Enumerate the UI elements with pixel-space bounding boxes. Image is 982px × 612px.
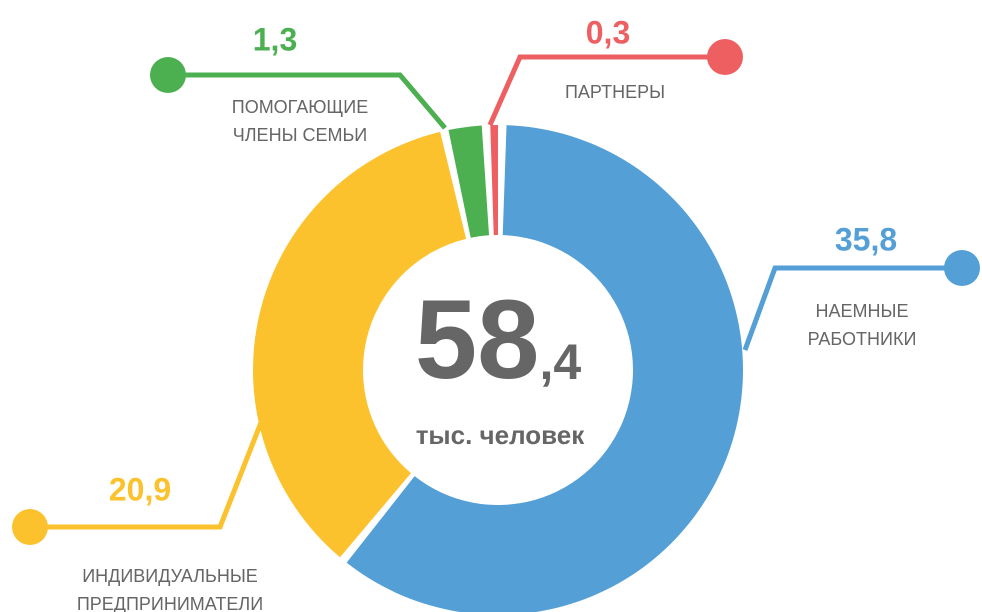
callout-line <box>168 72 447 130</box>
value-label: 0,3 <box>586 14 630 50</box>
value-label: 35,8 <box>835 221 897 257</box>
category-label: ПАРТНЕРЫ <box>565 82 665 102</box>
donut-segment <box>448 125 490 238</box>
callout-dot <box>944 250 980 286</box>
callout-line <box>30 419 265 530</box>
category-label-line: НАЕМНЫЕ <box>816 301 909 321</box>
donut-segment <box>252 131 467 558</box>
donut-segment <box>490 125 498 236</box>
callout-dot <box>707 39 743 75</box>
value-label: 20,9 <box>109 471 171 507</box>
center-total-main: 58 <box>415 277 540 402</box>
center-subtitle: тыс. человек <box>416 420 586 450</box>
callout-line <box>487 54 725 127</box>
category-label: ПОМОГАЮЩИЕ ЧЛЕНЫ СЕМЬИ <box>232 97 369 145</box>
donut-segment <box>346 125 743 612</box>
category-label-line: ЧЛЕНЫ СЕМЬИ <box>233 125 368 145</box>
center-total-fraction: ,4 <box>539 334 581 390</box>
category-label-line: РАБОТНИКИ <box>808 329 917 349</box>
category-label-line: ПРЕДПРИНИМАТЕЛИ <box>77 594 263 612</box>
category-label-line: ИНДИВИДУАЛЬНЫЕ <box>82 566 258 586</box>
value-label: 1,3 <box>253 21 297 57</box>
category-label-line: ПОМОГАЮЩИЕ <box>232 97 369 117</box>
callout-dot <box>12 509 48 545</box>
category-label: ИНДИВИДУАЛЬНЫЕ ПРЕДПРИНИМАТЕЛИ <box>77 566 263 612</box>
category-label-line: ПАРТНЕРЫ <box>565 82 665 102</box>
callout-line <box>742 265 962 351</box>
category-label: НАЕМНЫЕ РАБОТНИКИ <box>808 301 917 349</box>
callout-dot <box>150 57 186 93</box>
center-total: 58,4 <box>415 277 581 402</box>
